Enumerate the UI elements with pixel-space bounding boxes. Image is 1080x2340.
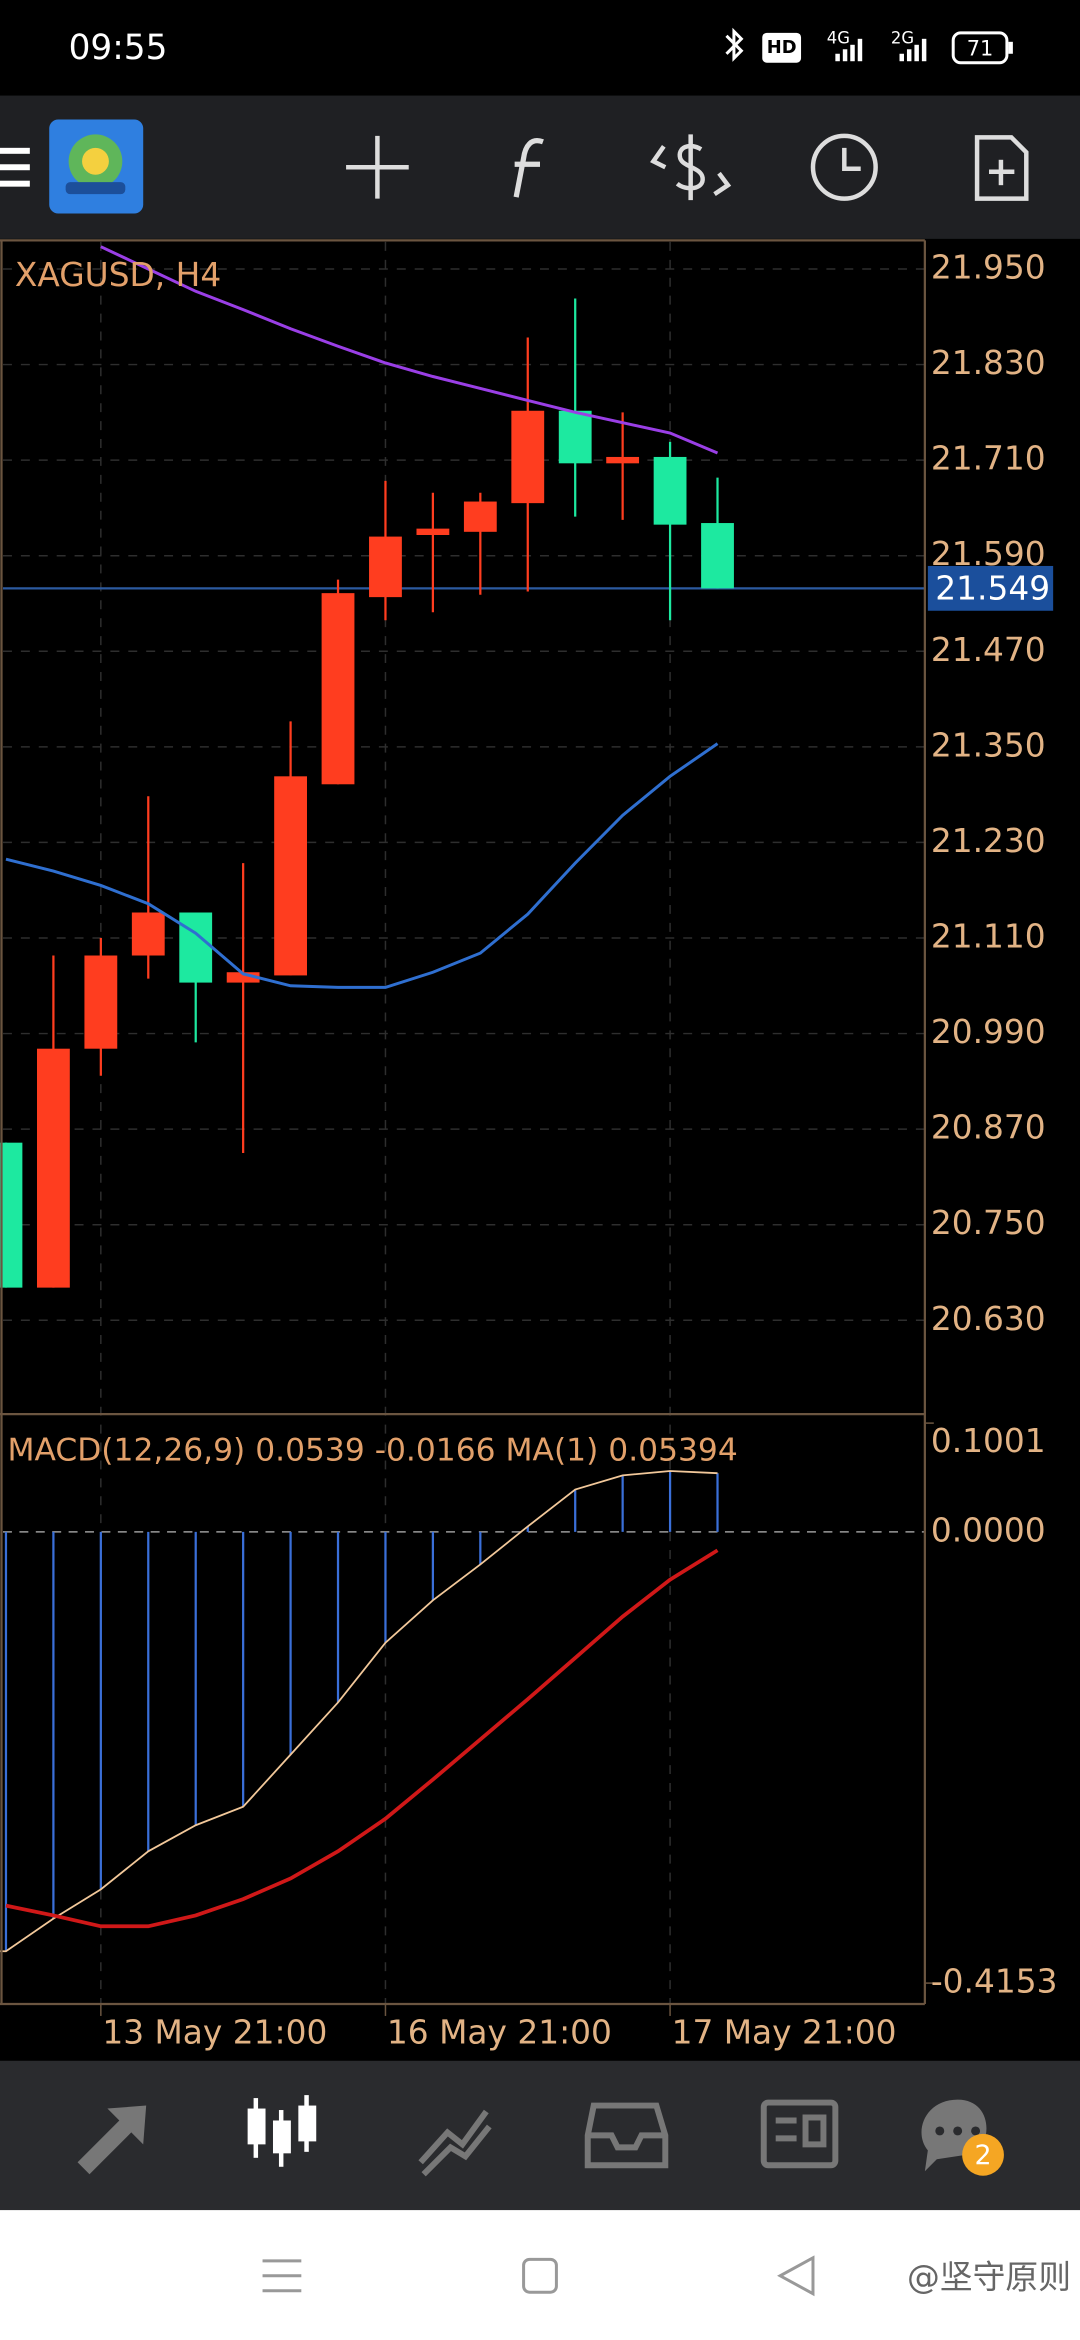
y-tick-label: 21.350 <box>931 726 1046 764</box>
indicators-button[interactable] <box>513 138 544 198</box>
y-tick-label: 20.990 <box>931 1013 1046 1051</box>
x-tick-label: 13 May 21:00 <box>102 2013 327 2051</box>
y-tick-label: 21.830 <box>931 344 1046 382</box>
network-label: HD <box>767 37 797 58</box>
chart-frame <box>0 239 926 2006</box>
home-button[interactable] <box>522 2257 558 2294</box>
tab-bar <box>0 2060 1080 2211</box>
indicator-legend: MACD(12,26,9) 0.0539 -0.0166 MA(1) 0.053… <box>7 1432 737 1468</box>
crosshair-button[interactable] <box>346 135 409 199</box>
chart-title: XAGUSD, H4 <box>15 256 221 294</box>
macd-line <box>0 1470 718 1953</box>
candle-body <box>558 410 592 464</box>
y-tick-label: 20.630 <box>931 1300 1046 1338</box>
candle-body <box>606 456 640 464</box>
badge-count: 2 <box>974 2140 991 2171</box>
history-tab[interactable] <box>584 2102 669 2169</box>
y-tick-label: 20.870 <box>931 1109 1046 1147</box>
moving-average <box>5 742 719 989</box>
candle-body <box>653 456 687 525</box>
signal-line <box>5 1548 719 1929</box>
battery-icon <box>951 31 1009 65</box>
candle-body <box>84 955 118 1049</box>
watermark: @坚守原则 <box>907 2258 1071 2296</box>
toolbar <box>0 95 1080 239</box>
candle-body <box>463 501 497 532</box>
last-price-label: 21.549 <box>935 569 1050 607</box>
menu-button[interactable] <box>0 147 30 187</box>
chart-tab[interactable] <box>247 2095 317 2167</box>
badge <box>962 2133 1004 2176</box>
y-tick-label: 20.750 <box>931 1204 1046 1242</box>
candle-body <box>369 536 402 598</box>
candle-body <box>274 776 307 976</box>
nav-bar <box>0 2210 1080 2340</box>
y-tick-label: -0.4153 <box>931 1963 1058 2001</box>
recents-button[interactable] <box>262 2259 302 2293</box>
trade-tab[interactable] <box>418 2109 492 2177</box>
y-tick-label: 0.0000 <box>931 1511 1046 1549</box>
back-button[interactable] <box>777 2255 815 2297</box>
candle-body <box>321 593 355 785</box>
candle-body <box>701 523 734 589</box>
hd-badge <box>762 32 802 63</box>
network-label: 2G <box>891 28 914 47</box>
last-price-box <box>927 565 1054 611</box>
candle-body <box>131 912 165 956</box>
moving-average <box>100 245 719 455</box>
y-tick-label: 21.710 <box>931 440 1046 478</box>
app-logo[interactable] <box>49 119 144 214</box>
chart-area <box>0 238 1080 2061</box>
bluetooth-icon <box>725 27 744 62</box>
signal-icon <box>835 38 863 62</box>
y-tick-label: 21.230 <box>931 822 1046 860</box>
news-tab[interactable] <box>760 2099 839 2169</box>
y-tick-label: 0.1001 <box>931 1422 1046 1460</box>
signal-icon <box>899 38 927 62</box>
candle-body <box>0 1142 23 1288</box>
candle-body <box>416 528 450 535</box>
quotes-tab[interactable] <box>77 2105 147 2175</box>
history-button[interactable] <box>810 133 878 201</box>
x-tick-label: 17 May 21:00 <box>672 2013 897 2051</box>
new-order-button[interactable] <box>974 135 1029 201</box>
trade-button[interactable] <box>650 134 732 201</box>
y-tick-label: 21.110 <box>931 917 1046 955</box>
candle-body <box>226 972 260 983</box>
battery-level: 71 <box>967 36 994 60</box>
y-tick-label: 21.950 <box>931 248 1046 286</box>
candle-body <box>511 410 545 504</box>
plot <box>0 241 934 2005</box>
y-tick-label: 21.470 <box>931 631 1046 669</box>
x-tick-label: 16 May 21:00 <box>387 2013 612 2051</box>
candle-body <box>179 912 213 983</box>
battery-tip <box>1008 41 1013 54</box>
status-bar <box>0 0 1080 96</box>
candle-body <box>36 1048 70 1288</box>
status-time: 09:55 <box>69 28 168 68</box>
network-label: 4G <box>827 28 850 47</box>
